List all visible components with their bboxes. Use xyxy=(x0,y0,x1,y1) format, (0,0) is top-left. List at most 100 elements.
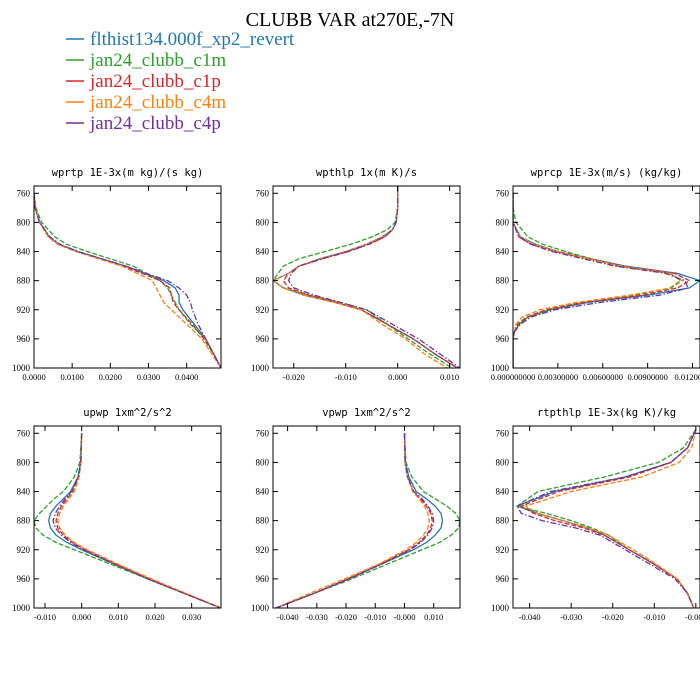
y-tick-label: 920 xyxy=(496,545,510,555)
y-tick-label: 840 xyxy=(496,247,510,257)
legend-entry: jan24_clubb_c4m xyxy=(66,92,226,113)
legend-entry: jan24_clubb_c1m xyxy=(66,50,226,71)
series-line-3 xyxy=(282,186,458,368)
y-tick-label: 1000 xyxy=(491,603,510,613)
chart-panel-2: wpthlp 1x(m K)/s 760 800 840 880 920 960 1000 -0… xyxy=(251,167,461,382)
panel-title: rtpthlp 1E-3x(kg K)/kg xyxy=(537,407,676,419)
y-tick-label: 960 xyxy=(256,574,270,584)
y-tick-label: 1000 xyxy=(12,603,31,613)
series-line-5 xyxy=(52,433,221,608)
y-tick-label: 760 xyxy=(17,188,31,198)
series-line-3 xyxy=(513,193,691,368)
y-tick-label: 800 xyxy=(256,217,270,227)
series-line-5 xyxy=(287,186,460,368)
legend-label: jan24_clubb_c1p xyxy=(89,71,221,92)
y-tick-label: 760 xyxy=(256,428,270,438)
y-tick-label: 760 xyxy=(17,428,31,438)
y-tick-label: 840 xyxy=(496,487,510,497)
x-tick-label: -0.010 xyxy=(364,612,386,622)
series-line-4 xyxy=(275,433,430,608)
legend-entry: flthist134.000f_xp2_revert xyxy=(66,29,295,50)
y-tick-label: 920 xyxy=(256,545,270,555)
y-tick-label: 880 xyxy=(256,516,270,526)
series-line-5 xyxy=(275,433,435,608)
x-tick-label: -0.020 xyxy=(335,612,357,622)
series-line-2 xyxy=(513,193,682,368)
chart-panel-6: rtpthlp 1E-3x(kg K)/kg 760 800 840 880 920 960… xyxy=(491,407,700,622)
legend-entry: jan24_clubb_c1p xyxy=(66,71,221,92)
x-tick-label: 0.0000 xyxy=(22,372,45,382)
series-line-1 xyxy=(273,186,458,368)
y-tick-label: 800 xyxy=(496,457,510,467)
series-line-2 xyxy=(515,429,697,608)
x-tick-label: 0.000 xyxy=(72,612,91,622)
panel-title: wpthlp 1x(m K)/s xyxy=(316,167,417,179)
x-tick-label: 0.0120000 xyxy=(674,372,700,382)
series-line-3 xyxy=(55,433,221,608)
x-tick-label: -0.010 xyxy=(34,612,56,622)
y-tick-label: 800 xyxy=(256,457,270,467)
y-tick-label: 960 xyxy=(496,334,510,344)
chart-panel-5: vpwp 1xm^2/s^2 760 800 840 880 920 960 1000 -0.0… xyxy=(251,407,461,622)
x-tick-label: 0.00600000 xyxy=(583,372,623,382)
panel-title: vpwp 1xm^2/s^2 xyxy=(322,407,411,419)
series-group xyxy=(275,433,460,608)
y-tick-label: 1000 xyxy=(251,603,270,613)
series-line-1 xyxy=(275,433,444,608)
y-tick-label: 920 xyxy=(17,305,31,315)
x-tick-label: 0.0300 xyxy=(137,372,160,382)
legend-label: jan24_clubb_c1m xyxy=(89,50,226,71)
x-tick-label: -0.030 xyxy=(306,612,328,622)
x-tick-label: 0.010 xyxy=(440,372,459,382)
y-tick-label: 960 xyxy=(17,574,31,584)
figure-title: CLUBB VAR at270E,-7N xyxy=(246,9,455,31)
series-line-1 xyxy=(513,193,700,368)
series-line-4 xyxy=(513,193,684,368)
plot-frame xyxy=(33,425,222,609)
panel-title: upwp 1xm^2/s^2 xyxy=(83,407,172,419)
plot-frame xyxy=(272,185,461,369)
x-tick-label: -0.000 xyxy=(685,612,700,622)
y-tick-label: 1000 xyxy=(12,363,31,373)
x-tick-label: 0.010 xyxy=(424,612,443,622)
series-line-4 xyxy=(273,186,448,368)
x-tick-label: -0.040 xyxy=(277,612,299,622)
plot-frame xyxy=(272,425,461,609)
y-tick-label: 880 xyxy=(256,276,270,286)
series-group xyxy=(515,429,697,608)
legend-label: jan24_clubb_c4p xyxy=(89,113,221,134)
series-line-5 xyxy=(34,193,221,368)
x-tick-label: -0.020 xyxy=(283,372,305,382)
y-tick-label: 960 xyxy=(17,334,31,344)
legend: flthist134.000f_xp2_revertjan24_clubb_c1… xyxy=(66,29,295,134)
y-tick-label: 880 xyxy=(17,516,31,526)
series-line-5 xyxy=(516,429,697,608)
x-tick-label: -0.030 xyxy=(560,612,582,622)
x-tick-label: 0.000 xyxy=(388,372,407,382)
x-tick-label: 0.020 xyxy=(145,612,164,622)
y-tick-label: 800 xyxy=(496,217,510,227)
y-tick-label: 840 xyxy=(17,487,31,497)
series-line-4 xyxy=(523,429,697,608)
series-line-3 xyxy=(519,429,697,608)
series-line-2 xyxy=(273,186,453,368)
y-tick-label: 840 xyxy=(256,247,270,257)
legend-label: flthist134.000f_xp2_revert xyxy=(90,29,295,50)
y-tick-label: 800 xyxy=(17,457,31,467)
series-line-4 xyxy=(57,433,221,608)
series-line-2 xyxy=(275,433,460,608)
x-tick-label: 0.030 xyxy=(182,612,201,622)
series-line-3 xyxy=(34,193,221,368)
y-tick-label: 920 xyxy=(256,305,270,315)
series-line-5 xyxy=(513,193,689,368)
y-tick-label: 760 xyxy=(256,188,270,198)
chart-panel-3: wprcp 1E-3x(m/s) (kg/kg) 760 800 840 880 920 9… xyxy=(491,167,700,382)
plot-frame xyxy=(512,185,700,369)
x-tick-label: -0.020 xyxy=(602,612,624,622)
series-line-1 xyxy=(47,433,221,608)
series-line-4 xyxy=(34,193,221,368)
panel-title: wprtp 1E-3x(m kg)/(s kg) xyxy=(52,167,204,179)
y-tick-label: 880 xyxy=(496,276,510,286)
y-tick-label: 920 xyxy=(496,305,510,315)
